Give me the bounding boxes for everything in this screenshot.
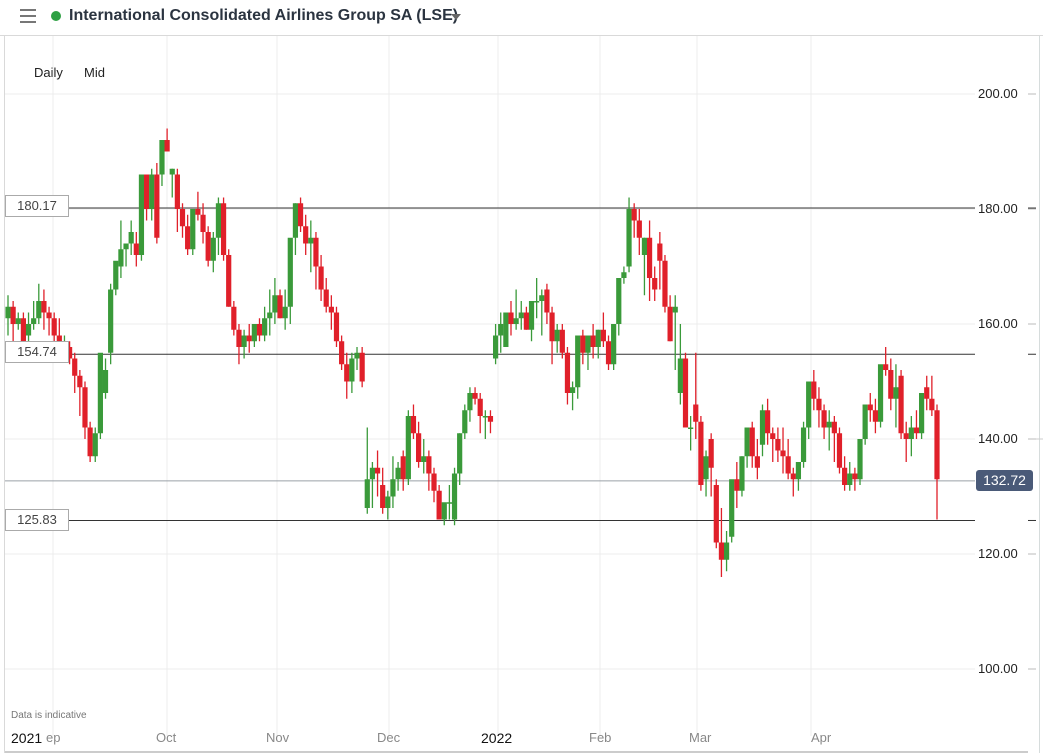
x-tick-dec: Dec [377, 730, 401, 745]
y-tick-120: 120.00 [978, 546, 1018, 561]
left-border [4, 36, 5, 753]
y-tick-140: 140.00 [978, 431, 1018, 446]
hamburger-menu-icon[interactable] [20, 9, 36, 23]
y-tick-200: 200.00 [978, 86, 1018, 101]
x-tick-nov: Nov [266, 730, 290, 745]
x-tick-feb: Feb [589, 730, 612, 745]
caret-down-icon[interactable] [451, 14, 461, 20]
last-price-tag: 132.72 [976, 470, 1033, 491]
price-axis-scrollbar[interactable] [1039, 36, 1040, 753]
x-tick-mar: Mar [689, 730, 712, 745]
price-type-selector[interactable]: Mid [84, 65, 105, 80]
level-label-upper[interactable]: 180.17 [5, 195, 69, 217]
x-tick-2022: 2022 [481, 730, 513, 746]
x-tick-apr: Apr [811, 730, 832, 745]
chart-header: International Consolidated Airlines Grou… [0, 0, 1043, 36]
y-tick-160: 160.00 [978, 316, 1018, 331]
y-tick-180: 180.00 [978, 201, 1018, 216]
x-tick-2021: 2021 [11, 730, 43, 746]
instrument-title[interactable]: International Consolidated Airlines Grou… [69, 7, 459, 24]
interval-selector[interactable]: Daily [34, 65, 63, 80]
candlestick-chart[interactable] [0, 36, 1043, 753]
y-tick-100: 100.00 [978, 661, 1018, 676]
level-label-lower[interactable]: 125.83 [5, 509, 69, 531]
x-tick-oct: Oct [156, 730, 177, 745]
data-disclaimer: Data is indicative [11, 710, 87, 721]
market-status-dot-icon [51, 11, 61, 21]
x-tick-sep: ep [46, 730, 61, 745]
level-label-middle[interactable]: 154.74 [5, 341, 69, 363]
